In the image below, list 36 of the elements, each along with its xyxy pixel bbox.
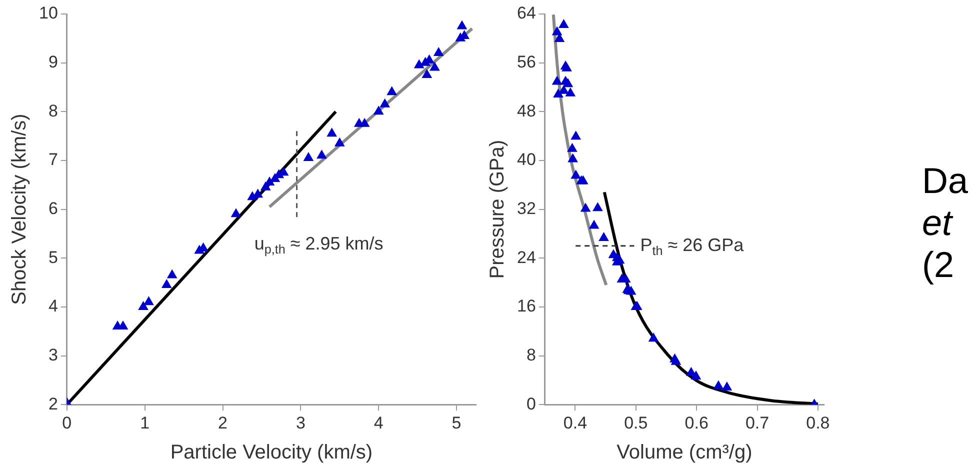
x-tick-label: 0	[62, 413, 72, 432]
y-tick-label: 4	[48, 296, 58, 316]
y-tick-label: 32	[516, 198, 536, 218]
y-tick-label: 2	[48, 394, 58, 414]
y-tick-label: 7	[48, 150, 58, 170]
y-tick-label: 48	[516, 101, 536, 120]
x-tick-label: 0.5	[624, 413, 648, 432]
text: Da	[922, 160, 968, 202]
x-tick-label: 4	[374, 413, 384, 432]
y-tick-label: 40	[516, 150, 536, 170]
y-tick-label: 8	[526, 345, 536, 364]
y-tick-label: 8	[48, 101, 58, 120]
text: et	[922, 202, 954, 244]
x-axis-title: Particle Velocity (km/s)	[170, 442, 373, 464]
x-tick-label: 3	[296, 413, 306, 432]
text: (2	[922, 244, 956, 286]
y-tick-label: 56	[516, 52, 536, 72]
y-tick-label: 10	[38, 4, 58, 23]
x-tick-label: 1	[140, 413, 150, 432]
y-tick-label: 16	[516, 296, 536, 316]
x-tick-label: 0.4	[563, 413, 588, 432]
y-tick-label: 0	[526, 394, 536, 414]
y-tick-label: 5	[48, 248, 58, 267]
x-tick-label: 0.6	[684, 413, 708, 432]
y-tick-label: 64	[516, 4, 536, 23]
x-tick-label: 2	[218, 413, 228, 432]
y-tick-label: 24	[516, 248, 536, 267]
x-axis-title: Volume (cm³/g)	[616, 442, 752, 464]
x-tick-label: 5	[452, 413, 462, 432]
y-axis-title: Pressure (GPa)	[486, 140, 509, 279]
x-tick-label: 0.8	[806, 413, 830, 432]
y-tick-label: 9	[48, 52, 58, 72]
y-tick-label: 3	[48, 345, 58, 364]
y-tick-label: 6	[48, 198, 58, 218]
x-tick-label: 0.7	[745, 413, 770, 432]
y-axis-title: Shock Velocity (km/s)	[8, 114, 31, 305]
